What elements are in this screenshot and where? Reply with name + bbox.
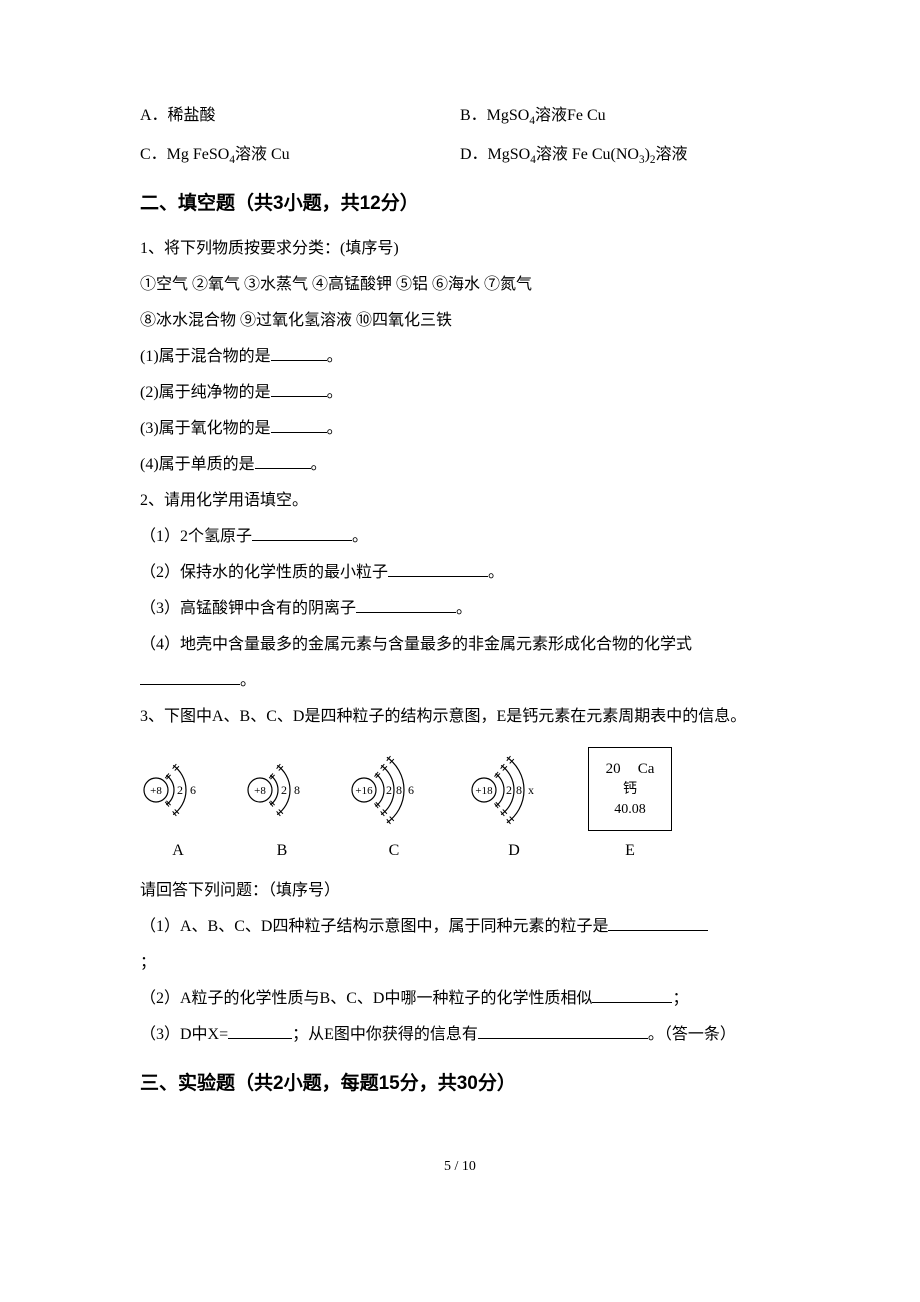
- atom-C: +16 286: [348, 747, 440, 833]
- q3-p2: （2）A粒子的化学性质与B、C、D中哪一种粒子的化学性质相似 ；: [140, 983, 780, 1015]
- label-A: A: [140, 835, 216, 867]
- svg-text:2: 2: [506, 783, 512, 797]
- q1-line2: ⑧冰水混合物 ⑨过氧化氢溶液 ⑩四氧化三铁: [140, 305, 780, 337]
- q15-options-row2: C．Mg FeSO4溶液 Cu D．MgSO4溶液 Fe Cu(NO3)2溶液: [140, 139, 780, 172]
- period: 。: [327, 384, 343, 401]
- q2-p4: （4）地壳中含量最多的金属元素与含量最多的非金属元素形成化合物的化学式: [140, 629, 780, 661]
- blank[interactable]: [271, 416, 327, 434]
- label-D: D: [468, 835, 560, 867]
- label-E: E: [588, 835, 672, 867]
- q3-p1-label: （1）A、B、C、D四种粒子结构示意图中，属于同种元素的粒子是: [140, 918, 608, 935]
- atom-B: +8 28: [244, 747, 320, 833]
- atom-A: +8 26: [140, 747, 216, 833]
- q3-p3b-label: ；从E图中你获得的信息有: [292, 1026, 478, 1043]
- svg-text:2: 2: [281, 783, 287, 797]
- q3-p2-label: （2）A粒子的化学性质与B、C、D中哪一种粒子的化学性质相似: [140, 990, 592, 1007]
- option-C: C．Mg FeSO4溶液 Cu: [140, 139, 460, 172]
- svg-text:+8: +8: [254, 785, 266, 797]
- q3-p3: （3）D中X= ；从E图中你获得的信息有 。（答一条）: [140, 1019, 780, 1051]
- svg-text:8: 8: [516, 783, 522, 797]
- option-B: B．MgSO4溶液Fe Cu: [460, 100, 780, 133]
- blank[interactable]: [255, 452, 311, 470]
- period: 。: [311, 456, 327, 473]
- blank[interactable]: [228, 1022, 292, 1040]
- period: 。: [240, 672, 256, 689]
- blank[interactable]: [592, 986, 672, 1004]
- blank[interactable]: [356, 596, 456, 614]
- q2-p4-blank: 。: [140, 665, 780, 697]
- ebox-mass: 40.08: [591, 800, 669, 820]
- q3-p3-tail: 。（答一条）: [648, 1026, 736, 1043]
- q2-p2-label: （2）保持水的化学性质的最小粒子: [140, 564, 388, 581]
- svg-text:2: 2: [177, 783, 183, 797]
- q1-p4: (4)属于单质的是 。: [140, 449, 780, 481]
- q2-p2: （2）保持水的化学性质的最小粒子 。: [140, 557, 780, 589]
- section3-heading: 三、实验题（共2小题，每题15分，共30分）: [140, 1065, 780, 1103]
- q1-p2: (2)属于纯净物的是 。: [140, 377, 780, 409]
- blank[interactable]: [388, 560, 488, 578]
- blank[interactable]: [478, 1022, 648, 1040]
- period: 。: [352, 528, 368, 545]
- blank[interactable]: [271, 380, 327, 398]
- period: 。: [456, 600, 472, 617]
- svg-text:x: x: [528, 783, 534, 797]
- q3-p1-tail: ；: [140, 947, 780, 979]
- svg-text:+8: +8: [150, 785, 162, 797]
- q1-stem: 1、将下列物质按要求分类：(填序号): [140, 233, 780, 265]
- q3-prompt: 请回答下列问题：（填序号）: [140, 875, 780, 907]
- option-A: A．稀盐酸: [140, 100, 460, 133]
- period: 。: [327, 348, 343, 365]
- label-C: C: [348, 835, 440, 867]
- label-B: B: [244, 835, 320, 867]
- q3-p1: （1）A、B、C、D四种粒子结构示意图中，属于同种元素的粒子是: [140, 911, 780, 943]
- q2-p1-label: （1）2个氢原子: [140, 528, 252, 545]
- atom-D: +18 28x: [468, 747, 560, 833]
- q1-line1: ①空气 ②氧气 ③水蒸气 ④高锰酸钾 ⑤铝 ⑥海水 ⑦氮气: [140, 269, 780, 301]
- blank[interactable]: [140, 668, 240, 686]
- atom-diagram-labels: A B C D E: [140, 835, 780, 867]
- semicolon: ；: [672, 990, 688, 1007]
- ebox-name: 钙: [591, 780, 669, 800]
- period: 。: [327, 420, 343, 437]
- element-box-E: 20 Ca 钙 40.08: [588, 747, 672, 833]
- q3-stem: 3、下图中A、B、C、D是四种粒子的结构示意图，E是钙元素在元素周期表中的信息。: [140, 701, 780, 733]
- page-number: 5 / 10: [140, 1153, 780, 1181]
- svg-text:6: 6: [190, 783, 196, 797]
- q1-p1: (1)属于混合物的是 。: [140, 341, 780, 373]
- period: 。: [488, 564, 504, 581]
- q1-p3-label: (3)属于氧化物的是: [140, 420, 271, 437]
- q2-p1: （1）2个氢原子 。: [140, 521, 780, 553]
- q2-stem: 2、请用化学用语填空。: [140, 485, 780, 517]
- q1-p2-label: (2)属于纯净物的是: [140, 384, 271, 401]
- svg-text:6: 6: [408, 783, 414, 797]
- svg-text:8: 8: [294, 783, 300, 797]
- blank[interactable]: [271, 344, 327, 362]
- svg-text:+18: +18: [475, 785, 493, 797]
- ebox-sym: Ca: [638, 759, 655, 780]
- svg-text:8: 8: [396, 783, 402, 797]
- section2-heading: 二、填空题（共3小题，共12分）: [140, 185, 780, 223]
- svg-text:2: 2: [386, 783, 392, 797]
- q3-p3a-label: （3）D中X=: [140, 1026, 228, 1043]
- blank[interactable]: [608, 914, 708, 932]
- q1-p1-label: (1)属于混合物的是: [140, 348, 271, 365]
- option-D: D．MgSO4溶液 Fe Cu(NO3)2溶液: [460, 139, 780, 172]
- blank[interactable]: [252, 524, 352, 542]
- q1-p4-label: (4)属于单质的是: [140, 456, 255, 473]
- atom-diagrams: +826 +828 +16286 +1828x 20 Ca 钙 40.08: [140, 747, 780, 833]
- q1-p3: (3)属于氧化物的是 。: [140, 413, 780, 445]
- svg-text:+16: +16: [355, 785, 373, 797]
- ebox-num: 20: [606, 759, 621, 780]
- q2-p3: （3）高锰酸钾中含有的阴离子 。: [140, 593, 780, 625]
- q15-options-row1: A．稀盐酸 B．MgSO4溶液Fe Cu: [140, 100, 780, 133]
- q2-p3-label: （3）高锰酸钾中含有的阴离子: [140, 600, 356, 617]
